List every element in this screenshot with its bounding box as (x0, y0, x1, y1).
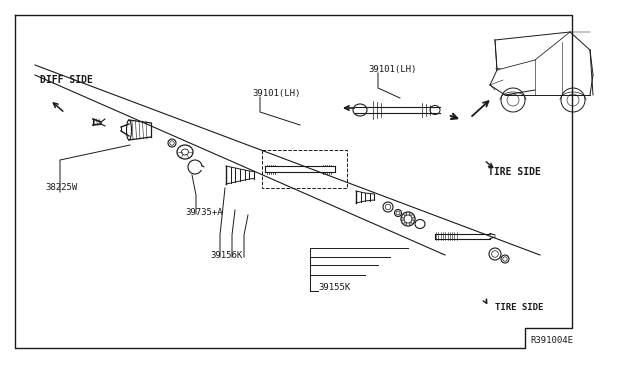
Text: TIRE SIDE: TIRE SIDE (488, 167, 541, 177)
Circle shape (401, 218, 404, 221)
Text: TIRE SIDE: TIRE SIDE (495, 303, 543, 312)
Circle shape (409, 222, 412, 225)
Text: 39156K: 39156K (210, 251, 243, 260)
Text: DIFF SIDE: DIFF SIDE (40, 75, 93, 85)
Text: 39735+A: 39735+A (185, 208, 223, 217)
Text: 39101(LH): 39101(LH) (252, 89, 300, 98)
Text: 39101(LH): 39101(LH) (368, 65, 417, 74)
Text: R391004E: R391004E (530, 336, 573, 345)
Circle shape (404, 222, 407, 225)
Text: 39155K: 39155K (318, 283, 350, 292)
Text: 38225W: 38225W (45, 183, 77, 192)
Bar (262, 150, 347, 188)
Circle shape (404, 213, 407, 216)
Circle shape (412, 218, 415, 221)
Circle shape (409, 213, 412, 216)
